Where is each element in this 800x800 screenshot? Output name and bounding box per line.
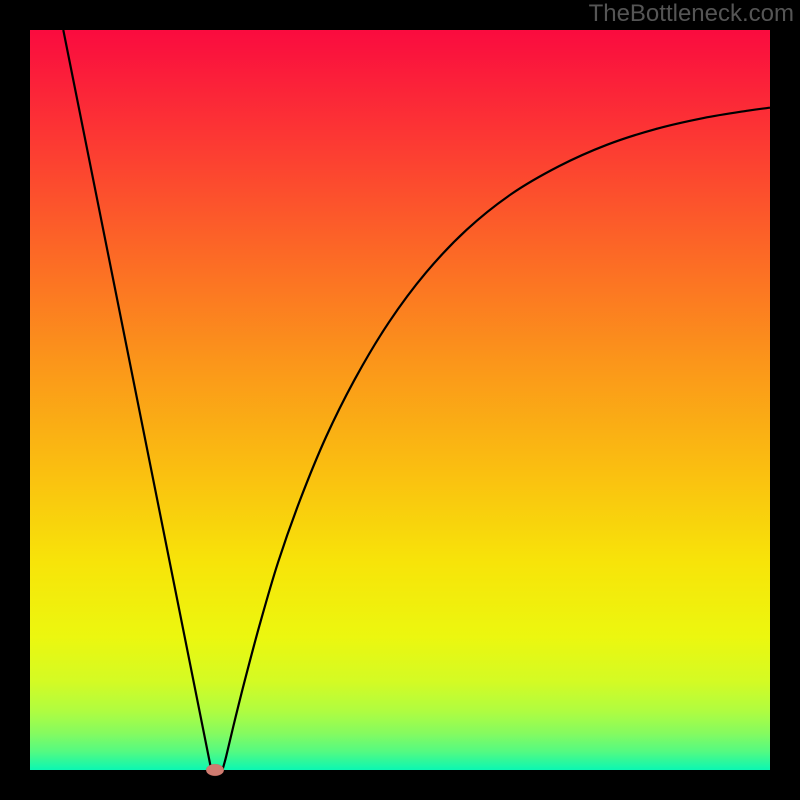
bottleneck-chart: TheBottleneck.com [0,0,800,800]
watermark-text: TheBottleneck.com [589,0,794,28]
min-marker [206,764,224,776]
chart-gradient-bg [30,30,770,770]
chart-svg [0,0,800,800]
